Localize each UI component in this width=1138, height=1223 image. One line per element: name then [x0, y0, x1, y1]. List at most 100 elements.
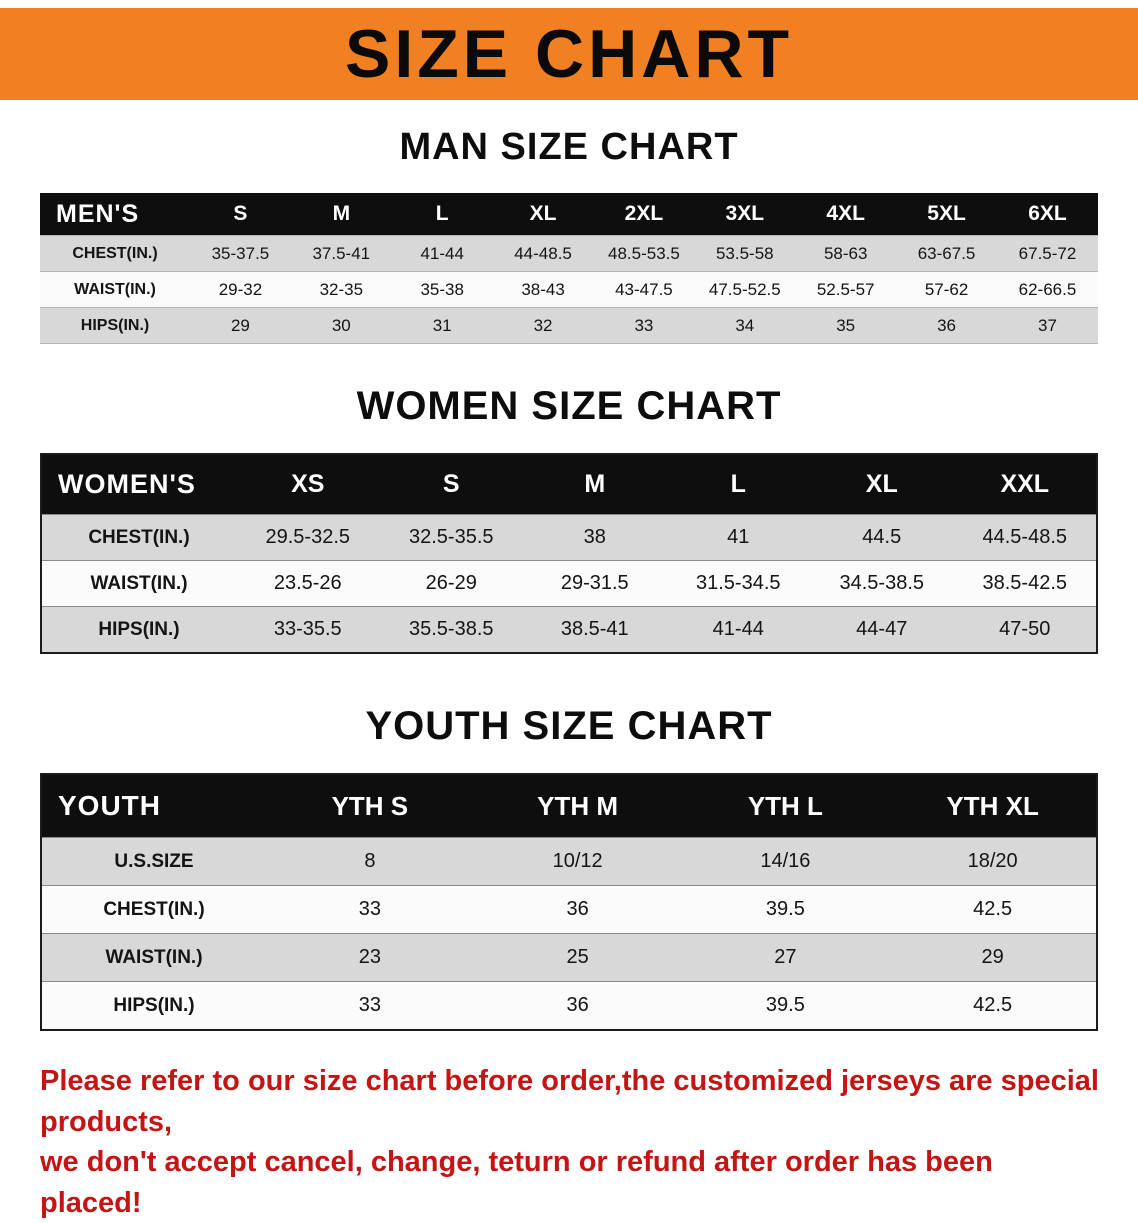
note-line-2: we don't accept cancel, change, teturn o…: [40, 1146, 993, 1219]
size-header-cell: YTH M: [473, 774, 682, 838]
size-header-cell: 3XL: [694, 193, 796, 236]
size-header-cell: YTH S: [266, 774, 474, 838]
women-size-table: WOMEN'S XS S M L XL XXL CHEST(IN.) 29.5-32.5 32.5…: [40, 453, 1098, 654]
value-cell: 26-29: [379, 560, 523, 607]
value-cell: 39.5: [681, 981, 890, 1030]
value-cell: 42.5: [889, 885, 1097, 934]
value-cell: 44-47: [810, 606, 954, 653]
size-header-cell: XS: [236, 454, 380, 515]
value-cell: 33: [593, 307, 695, 344]
row-label-cell: WAIST(IN.): [41, 933, 266, 982]
size-chart-banner: SIZE CHART: [0, 8, 1138, 100]
youth-size-table: YOUTH YTH S YTH M YTH L YTH XL U.S.SIZE 8 10/12…: [40, 773, 1098, 1031]
value-cell: 23.5-26: [236, 560, 380, 607]
value-cell: 53.5-58: [694, 235, 796, 272]
value-cell: 38.5-42.5: [953, 560, 1097, 607]
value-cell: 18/20: [889, 837, 1097, 886]
size-header-cell: L: [666, 454, 810, 515]
value-cell: 67.5-72: [997, 235, 1098, 272]
row-label-cell: CHEST(IN.): [41, 885, 266, 934]
women-table-wrapper: WOMEN'S XS S M L XL XXL CHEST(IN.) 29.5-32.5 32.5…: [40, 453, 1098, 654]
row-label-cell: CHEST(IN.): [40, 235, 190, 272]
value-cell: 39.5: [681, 885, 890, 934]
table-row: WAIST(IN.) 29-32 32-35 35-38 38-43 43-47.5 47.…: [40, 271, 1098, 308]
size-header-cell: XL: [810, 454, 954, 515]
value-cell: 44.5-48.5: [953, 514, 1097, 561]
table-row: HIPS(IN.) 33 36 39.5 42.5: [41, 981, 1097, 1030]
value-cell: 35-37.5: [190, 235, 291, 272]
size-header-cell: YTH L: [681, 774, 890, 838]
value-cell: 44.5: [810, 514, 954, 561]
value-cell: 32.5-35.5: [379, 514, 523, 561]
table-row: WAIST(IN.) 23 25 27 29: [41, 933, 1097, 982]
value-cell: 29.5-32.5: [236, 514, 380, 561]
row-label-cell: WAIST(IN.): [40, 271, 190, 308]
table-row: CHEST(IN.) 33 36 39.5 42.5: [41, 885, 1097, 934]
row-label-cell: HIPS(IN.): [41, 981, 266, 1030]
youth-table-wrapper: YOUTH YTH S YTH M YTH L YTH XL U.S.SIZE 8 10/12…: [40, 773, 1098, 1031]
value-cell: 63-67.5: [896, 235, 997, 272]
table-header-row: WOMEN'S XS S M L XL XXL: [41, 454, 1097, 515]
value-cell: 34.5-38.5: [810, 560, 954, 607]
value-cell: 14/16: [681, 837, 890, 886]
row-label-cell: WAIST(IN.): [41, 560, 236, 607]
value-cell: 35.5-38.5: [379, 606, 523, 653]
size-header-cell: M: [523, 454, 667, 515]
table-title-cell: WOMEN'S: [41, 454, 236, 515]
table-title-cell: MEN'S: [40, 193, 190, 236]
youth-section-title: YOUTH SIZE CHART: [365, 704, 773, 748]
order-policy-note: Please refer to our size chart before or…: [40, 1061, 1100, 1223]
table-row: HIPS(IN.) 33-35.5 35.5-38.5 38.5-41 41-44 44-…: [41, 606, 1097, 653]
value-cell: 33: [266, 885, 474, 934]
value-cell: 37.5-41: [290, 235, 392, 272]
value-cell: 38-43: [492, 271, 594, 308]
value-cell: 25: [473, 933, 682, 982]
size-header-cell: XL: [492, 193, 594, 236]
value-cell: 38: [523, 514, 667, 561]
value-cell: 41-44: [666, 606, 810, 653]
value-cell: 8: [266, 837, 474, 886]
table-row: WAIST(IN.) 23.5-26 26-29 29-31.5 31.5-34.5 34…: [41, 560, 1097, 607]
value-cell: 37: [997, 307, 1098, 344]
value-cell: 57-62: [896, 271, 997, 308]
value-cell: 29: [889, 933, 1097, 982]
value-cell: 32-35: [290, 271, 392, 308]
size-header-cell: M: [290, 193, 392, 236]
value-cell: 44-48.5: [492, 235, 594, 272]
value-cell: 47.5-52.5: [694, 271, 796, 308]
value-cell: 35: [795, 307, 897, 344]
size-header-cell: 2XL: [593, 193, 695, 236]
table-header-row: YOUTH YTH S YTH M YTH L YTH XL: [41, 774, 1097, 838]
size-header-cell: 5XL: [896, 193, 997, 236]
value-cell: 35-38: [391, 271, 493, 308]
size-header-cell: YTH XL: [889, 774, 1097, 838]
value-cell: 32: [492, 307, 594, 344]
size-header-cell: L: [391, 193, 493, 236]
value-cell: 23: [266, 933, 474, 982]
value-cell: 52.5-57: [795, 271, 897, 308]
value-cell: 42.5: [889, 981, 1097, 1030]
men-table-wrapper: MEN'S S M L XL 2XL 3XL 4XL 5XL 6XL CHEST(IN.) 35-37…: [40, 193, 1098, 344]
row-label-cell: HIPS(IN.): [41, 606, 236, 653]
row-label-cell: HIPS(IN.): [40, 307, 190, 344]
table-row: CHEST(IN.) 29.5-32.5 32.5-35.5 38 41 44.5 44.5…: [41, 514, 1097, 561]
value-cell: 47-50: [953, 606, 1097, 653]
size-header-cell: 4XL: [795, 193, 897, 236]
size-header-cell: XXL: [953, 454, 1097, 515]
table-row: CHEST(IN.) 35-37.5 37.5-41 41-44 44-48.5 48.5…: [40, 235, 1098, 272]
value-cell: 30: [290, 307, 392, 344]
value-cell: 34: [694, 307, 796, 344]
value-cell: 31: [391, 307, 493, 344]
value-cell: 29-31.5: [523, 560, 667, 607]
size-header-cell: 6XL: [997, 193, 1098, 236]
value-cell: 31.5-34.5: [666, 560, 810, 607]
page-title: SIZE CHART: [345, 16, 793, 92]
value-cell: 36: [896, 307, 997, 344]
table-title-cell: YOUTH: [41, 774, 266, 838]
value-cell: 33-35.5: [236, 606, 380, 653]
value-cell: 43-47.5: [593, 271, 695, 308]
value-cell: 41-44: [391, 235, 493, 272]
value-cell: 41: [666, 514, 810, 561]
note-line-1: Please refer to our size chart before or…: [40, 1065, 1099, 1138]
women-section-title: WOMEN SIZE CHART: [356, 384, 782, 428]
